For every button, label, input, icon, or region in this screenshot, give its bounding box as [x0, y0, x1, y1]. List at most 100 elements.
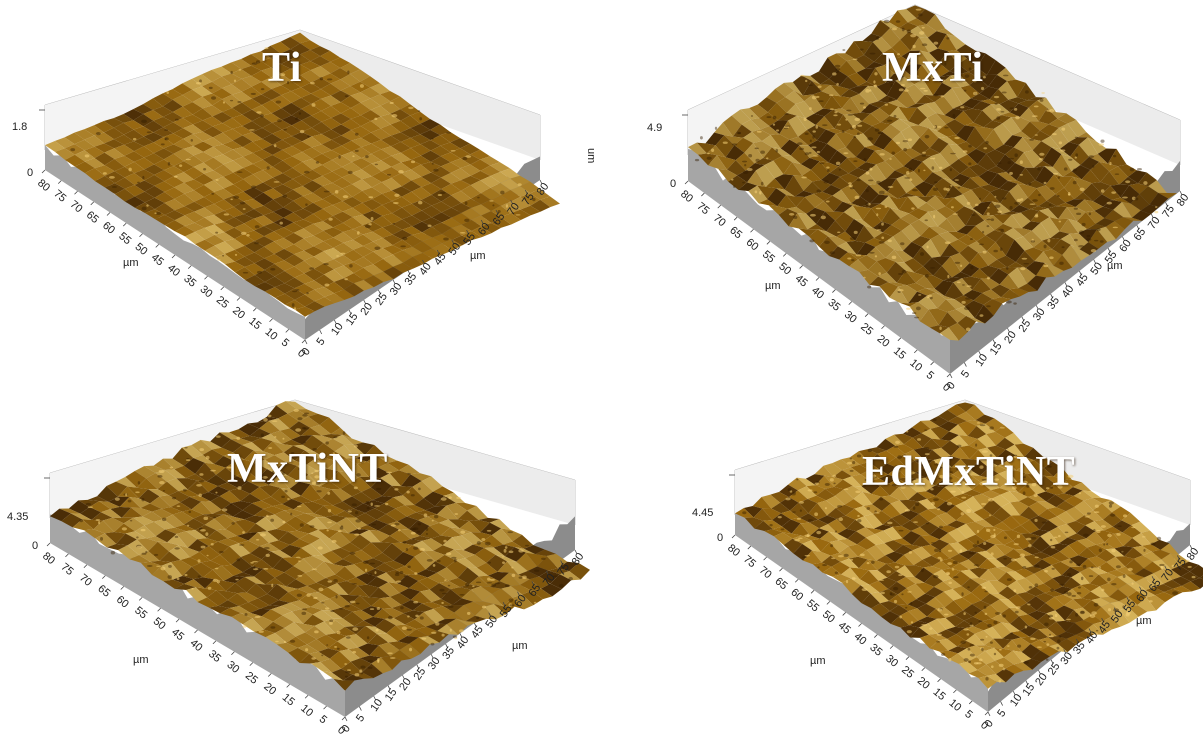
y-tick-label: 5	[354, 712, 367, 724]
x-tick-label: 50	[133, 241, 150, 258]
y-axis-unit: µm	[1136, 615, 1152, 627]
y-tick-label: 70	[541, 572, 558, 589]
y-tick-label: 30	[1031, 306, 1048, 323]
y-tick-label: 45	[1096, 619, 1113, 636]
x-tick-label: 25	[214, 294, 231, 311]
origin-tick-label: 0	[27, 167, 33, 179]
afm-panel-ti: 80 0 75 5 70 10 65 15 60 20 55 25 50 30 45 35 40 40 35 45 30…	[0, 0, 600, 370]
afm-surface-mesh	[688, 5, 1177, 341]
base-face-left	[45, 145, 305, 340]
x-axis-unit: µm	[133, 654, 149, 666]
y-tick-label: 70	[1146, 215, 1163, 232]
y-tick-label: 25	[1017, 318, 1034, 335]
y-tick-label: 10	[973, 352, 990, 369]
y-tick-label: 75	[555, 561, 572, 578]
y-tick-label: 75	[1172, 556, 1189, 573]
x-tick-label: 75	[51, 188, 68, 205]
back-wall-right	[915, 5, 1180, 165]
y-tick-label: 35	[1045, 295, 1062, 312]
y-tick-label: 5	[314, 336, 327, 348]
y-tick-label: 15	[344, 311, 361, 328]
y-tick-label: 5	[959, 368, 972, 380]
y-tick-label: 25	[373, 291, 390, 308]
x-tick-label: 30	[224, 659, 241, 676]
x-tick-label: 50	[151, 615, 168, 632]
x-tick-label: 50	[776, 260, 793, 277]
afm-panel-edmxtint: 80 0 75 5 70 10 65 15 60 20 55 25 50 30 45 35 40 40 35 45 30…	[610, 370, 1203, 740]
y-tick-label: 45	[469, 624, 486, 641]
x-tick-label: 70	[77, 572, 94, 589]
y-tick-label: 40	[455, 634, 472, 651]
panel-title: MxTiNT	[227, 446, 388, 492]
afm-surface-mesh	[50, 401, 590, 691]
x-tick-label: 55	[116, 230, 133, 247]
y-tick-label: 80	[570, 551, 587, 568]
x-tick-label: 35	[825, 297, 842, 314]
x-tick-label: 30	[883, 653, 900, 670]
origin-tick-label: 0	[32, 540, 38, 552]
x-tick-label: 75	[59, 561, 76, 578]
x-tick-label: 20	[875, 333, 892, 350]
x-tick-label: 75	[741, 553, 758, 570]
x-tick-label: 15	[246, 315, 263, 332]
y-tick-label: 55	[498, 603, 515, 620]
surface-texture	[79, 409, 573, 678]
x-tick-label: 70	[711, 212, 728, 229]
y-tick-label: 20	[358, 301, 375, 318]
x-tick-label: 80	[35, 177, 52, 194]
y-tick-label: 0	[945, 380, 958, 392]
z-axis-max-label: 4.45	[692, 507, 714, 519]
x-tick-label: 80	[725, 542, 742, 559]
afm-surface-mesh	[735, 402, 1203, 689]
y-tick-label: 15	[383, 686, 400, 703]
y-tick-label: 55	[1103, 249, 1120, 266]
surface-texture	[70, 47, 541, 311]
z-axis-unit: um	[585, 148, 597, 164]
y-axis-unit: µm	[512, 640, 528, 652]
y-tick-label: 30	[426, 655, 443, 672]
x-tick-label: 50	[820, 608, 837, 625]
y-tick-label: 45	[432, 251, 449, 268]
x-tick-label: 65	[84, 209, 101, 226]
x-tick-label: 15	[891, 345, 908, 362]
panel-title: EdMxTiNT	[862, 449, 1076, 495]
y-tick-label: 0	[983, 718, 996, 730]
x-tick-label: 65	[773, 575, 790, 592]
x-tick-label: 10	[263, 326, 280, 343]
y-tick-label: 10	[368, 697, 385, 714]
y-tick-label: 60	[1117, 238, 1134, 255]
origin-tick-label: 0	[717, 532, 723, 544]
y-axis-unit: µm	[470, 250, 486, 262]
y-tick-label: 0	[300, 346, 313, 358]
x-tick-label: 5	[279, 336, 291, 349]
y-tick-label: 35	[1071, 640, 1088, 657]
x-tick-label: 45	[169, 626, 186, 643]
y-tick-label: 45	[1074, 272, 1091, 289]
y-tick-label: 50	[447, 241, 464, 258]
x-tick-label: 20	[230, 305, 247, 322]
y-tick-label: 30	[388, 281, 405, 298]
y-tick-label: 25	[1046, 661, 1063, 678]
x-tick-label: 45	[149, 251, 166, 268]
x-tick-label: 60	[744, 236, 761, 253]
y-tick-label: 75	[520, 191, 537, 208]
x-tick-label: 5	[317, 713, 329, 726]
y-tick-label: 65	[1132, 226, 1149, 243]
y-tick-label: 50	[483, 613, 500, 630]
x-axis-unit: µm	[123, 257, 139, 269]
x-tick-label: 45	[793, 273, 810, 290]
y-tick-label: 5	[995, 707, 1008, 719]
origin-tick-label: 0	[670, 178, 676, 190]
y-tick-label: 60	[512, 593, 529, 610]
y-tick-label: 75	[1160, 203, 1177, 220]
y-tick-label: 0	[340, 723, 353, 735]
y-tick-label: 40	[417, 261, 434, 278]
y-tick-label: 35	[440, 645, 457, 662]
x-tick-label: 70	[68, 198, 85, 215]
y-tick-label: 60	[476, 221, 493, 238]
x-tick-label: 55	[760, 248, 777, 265]
